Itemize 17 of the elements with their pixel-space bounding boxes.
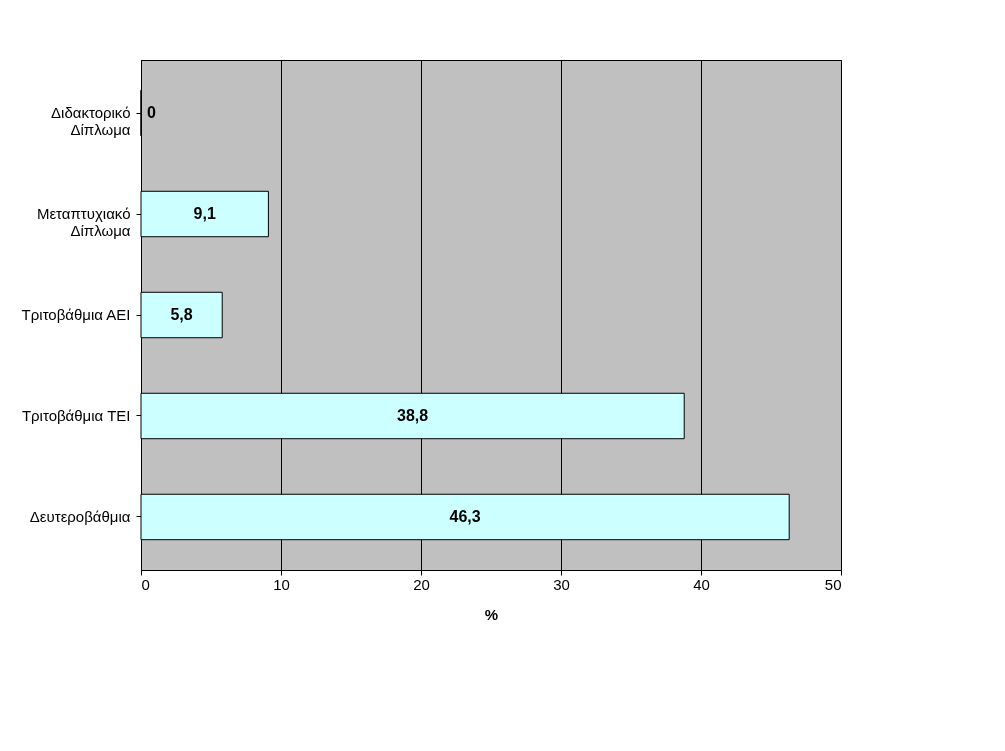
data-label: 9,1 — [193, 205, 216, 223]
y-tick-label: Δευτεροβάθμια — [29, 507, 131, 525]
x-tick-label: 10 — [273, 575, 290, 593]
y-tick-label: Μεταπτυχιακό Δίπλωμα — [36, 205, 131, 240]
x-tick-label: 20 — [413, 575, 430, 593]
x-tick-label: 40 — [693, 575, 710, 593]
data-label: 38,8 — [397, 406, 429, 424]
x-tick-label: 30 — [553, 575, 570, 593]
x-tick-label: 50 — [824, 575, 842, 593]
y-tick-label: Τριτοβάθμια ΤΕΙ — [21, 406, 131, 424]
data-label: 0 — [147, 104, 156, 122]
x-tick-label: 0 — [141, 575, 150, 593]
y-tick-label: Τριτοβάθμια ΑΕΙ — [21, 306, 131, 323]
x-axis-title: % — [484, 605, 499, 623]
y-tick-label: Διδακτορικό Δίπλωμα — [51, 104, 131, 139]
data-label: 5,8 — [170, 306, 193, 323]
data-label: 46,3 — [449, 507, 481, 525]
